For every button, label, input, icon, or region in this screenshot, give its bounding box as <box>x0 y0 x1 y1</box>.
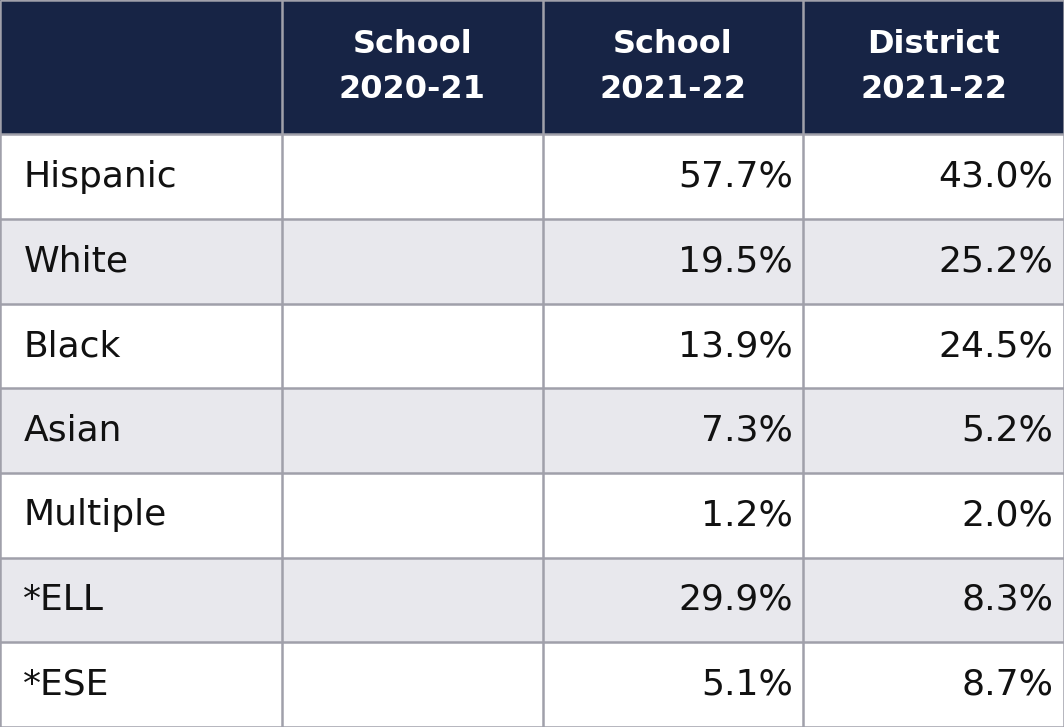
Text: 13.9%: 13.9% <box>678 329 793 363</box>
Bar <box>282 388 543 473</box>
Text: 43.0%: 43.0% <box>938 160 1053 194</box>
Bar <box>803 642 1064 727</box>
Text: *ESE: *ESE <box>23 667 110 702</box>
Bar <box>543 304 803 388</box>
Bar <box>0 304 282 388</box>
Bar <box>282 219 543 304</box>
Bar <box>543 642 803 727</box>
Bar <box>803 388 1064 473</box>
Bar <box>282 473 543 558</box>
Bar <box>543 134 803 219</box>
Bar <box>0 388 282 473</box>
Text: White: White <box>23 244 129 278</box>
Bar <box>803 304 1064 388</box>
Text: Black: Black <box>23 329 121 363</box>
Bar <box>803 134 1064 219</box>
Bar <box>803 473 1064 558</box>
Text: 57.7%: 57.7% <box>678 160 793 194</box>
Bar <box>543 473 803 558</box>
Bar <box>282 134 543 219</box>
Text: 24.5%: 24.5% <box>938 329 1053 363</box>
Bar <box>803 558 1064 642</box>
Text: 19.5%: 19.5% <box>678 244 793 278</box>
Text: 5.1%: 5.1% <box>701 667 793 702</box>
Text: District
2021-22: District 2021-22 <box>860 29 1008 105</box>
Text: 8.7%: 8.7% <box>962 667 1053 702</box>
Text: Asian: Asian <box>23 414 122 448</box>
Text: *ELL: *ELL <box>23 583 104 617</box>
Bar <box>543 558 803 642</box>
Bar <box>543 219 803 304</box>
Text: School
2020-21: School 2020-21 <box>338 29 486 105</box>
Bar <box>0 473 282 558</box>
Bar <box>0 558 282 642</box>
Bar <box>282 304 543 388</box>
Text: 7.3%: 7.3% <box>701 414 793 448</box>
Text: 5.2%: 5.2% <box>962 414 1053 448</box>
Text: 2.0%: 2.0% <box>962 498 1053 532</box>
Bar <box>0 134 282 219</box>
Text: 25.2%: 25.2% <box>938 244 1053 278</box>
Text: Hispanic: Hispanic <box>23 160 177 194</box>
Text: School
2021-22: School 2021-22 <box>599 29 747 105</box>
Bar <box>543 388 803 473</box>
Bar <box>0 219 282 304</box>
Bar <box>0 0 1064 134</box>
Bar <box>0 642 282 727</box>
Bar <box>282 642 543 727</box>
Text: 1.2%: 1.2% <box>701 498 793 532</box>
Bar <box>803 219 1064 304</box>
Text: 8.3%: 8.3% <box>962 583 1053 617</box>
Bar <box>282 558 543 642</box>
Text: 29.9%: 29.9% <box>678 583 793 617</box>
Text: Multiple: Multiple <box>23 498 167 532</box>
